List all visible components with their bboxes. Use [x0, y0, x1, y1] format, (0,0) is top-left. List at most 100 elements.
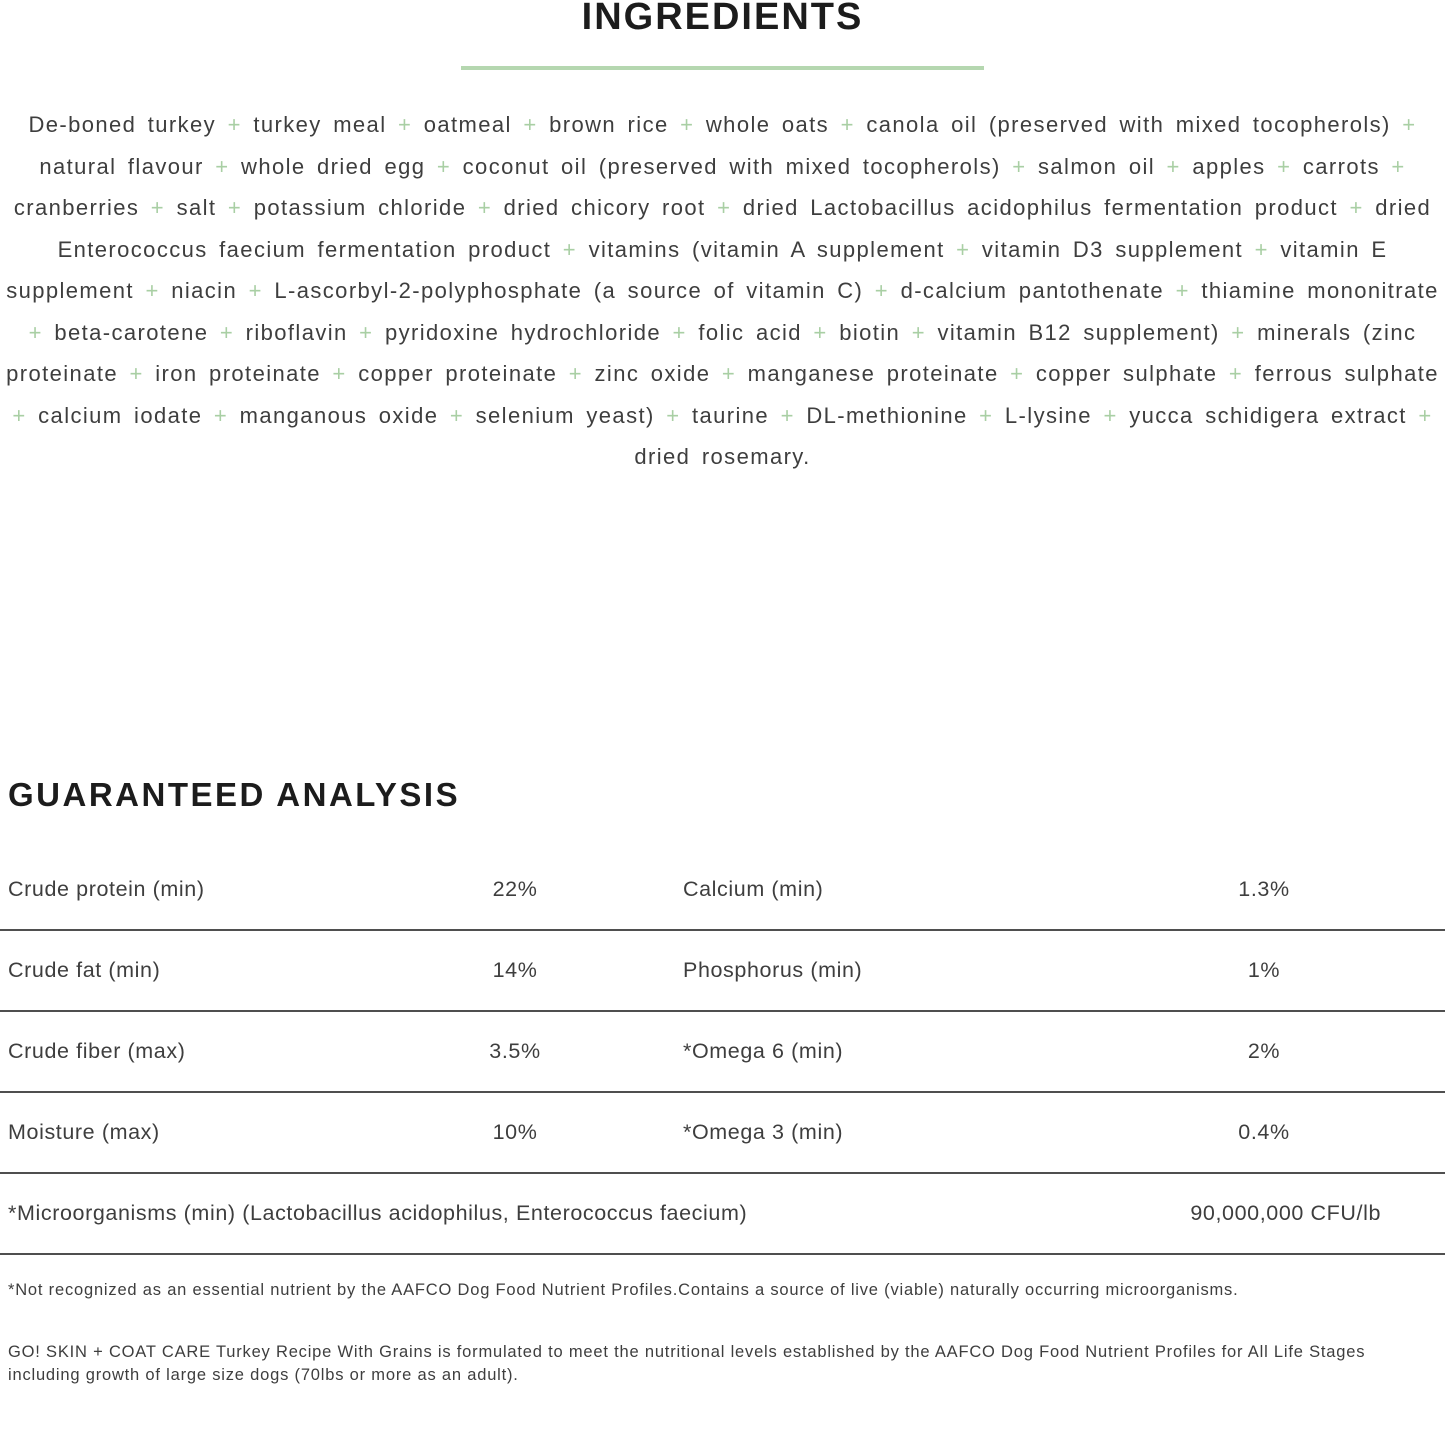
ingredient-item: beta-carotene [54, 319, 209, 345]
plus-icon: + [237, 278, 275, 303]
plus-icon: + [216, 112, 254, 137]
plus-icon: + [998, 361, 1036, 386]
ingredient-item: vitamin D3 supplement [981, 236, 1244, 262]
ingredient-item: oatmeal [423, 112, 512, 137]
ingredient-item: turkey meal [253, 112, 387, 137]
plus-icon: + [202, 402, 240, 428]
plus-icon: + [944, 236, 982, 262]
plus-icon: + [203, 153, 242, 179]
nutrient-label-left: Crude protein (min) [8, 876, 205, 901]
ingredient-item: carrots [1302, 153, 1380, 179]
ingredient-item: niacin [171, 278, 238, 303]
plus-icon: + [1091, 402, 1130, 428]
nutrient-value-left: 22% [492, 876, 538, 901]
guaranteed-analysis-title: GUARANTEED ANALYSIS [8, 775, 461, 813]
microorganisms-row: *Microorganisms (min) (Lactobacillus aci… [0, 1174, 1445, 1255]
ingredient-item: dried rosemary. [634, 444, 811, 469]
analysis-table-row: Moisture (max) 10% *Omega 3 (min) 0.4% [0, 1093, 1445, 1174]
nutrient-label-right: Phosphorus (min) [683, 957, 863, 982]
plus-icon: + [386, 112, 424, 137]
ingredient-item: L-lysine [1004, 402, 1092, 428]
ingredient-item: minerals (zinc proteinate [6, 319, 1417, 387]
ingredient-item: salt [176, 195, 217, 220]
plus-icon: + [900, 319, 938, 345]
ingredient-item: calcium iodate [38, 402, 203, 428]
plus-icon: + [425, 153, 463, 179]
analysis-table-row: Crude fiber (max) 3.5% *Omega 6 (min) 2% [0, 1012, 1445, 1093]
ingredient-item: ferrous sulphate [1254, 361, 1439, 386]
plus-icon: + [117, 361, 156, 386]
plus-icon: + [1155, 153, 1193, 179]
plus-icon: + [1265, 153, 1303, 179]
plus-icon: + [661, 319, 699, 345]
ingredient-item: whole oats [705, 112, 830, 137]
ingredient-item: d-calcium pantothenate [900, 278, 1165, 303]
nutrient-value-right: 2% [1247, 1038, 1281, 1063]
plus-icon: + [1337, 195, 1376, 220]
ingredient-item: DL-methionine [806, 402, 968, 428]
ingredient-item: taurine [692, 402, 770, 428]
plus-icon: + [1379, 153, 1406, 179]
plus-icon: + [28, 319, 55, 345]
nutrient-label-left: Moisture (max) [8, 1119, 160, 1144]
ingredient-item: manganous oxide [239, 402, 439, 428]
ingredient-item: copper sulphate [1035, 361, 1218, 386]
nutrient-value-left: 10% [492, 1119, 538, 1144]
plus-icon: + [769, 402, 807, 428]
plus-icon: + [208, 319, 246, 345]
microorganisms-label: *Microorganisms (min) (Lactobacillus aci… [8, 1200, 748, 1225]
nutrient-label-right: Calcium (min) [683, 876, 824, 901]
plus-icon: + [668, 112, 706, 137]
nutrient-label-right: *Omega 6 (min) [683, 1038, 844, 1063]
ingredient-item: brown rice [549, 112, 669, 137]
ingredient-item: canola oil (preserved with mixed tocophe… [866, 112, 1391, 137]
green-divider-rule [461, 66, 984, 70]
ingredient-item: yucca schidigera extract [1129, 402, 1407, 428]
plus-icon: + [829, 112, 867, 137]
plus-icon: + [12, 402, 39, 428]
plus-icon: + [133, 278, 172, 303]
ingredient-item: biotin [839, 319, 901, 345]
microorganisms-value: 90,000,000 CFU/lb [1190, 1200, 1381, 1225]
plus-icon: + [139, 195, 177, 220]
ingredient-item: thiamine mononitrate [1201, 278, 1439, 303]
ingredient-item: coconut oil (preserved with mixed tocoph… [462, 153, 1001, 179]
plus-icon: + [466, 195, 504, 220]
ingredient-item: vitamin B12 supplement) [937, 319, 1220, 345]
plus-icon: + [710, 361, 748, 386]
ingredient-item: apples [1192, 153, 1266, 179]
ingredient-item: folic acid [698, 319, 802, 345]
plus-icon: + [1164, 278, 1202, 303]
nutrient-label-right: *Omega 3 (min) [683, 1119, 844, 1144]
guaranteed-analysis-rows: Crude protein (min) 22% Calcium (min) 1.3% C… [0, 850, 1445, 1174]
ingredient-item: natural flavour [39, 153, 204, 179]
nutrient-label-left: Crude fiber (max) [8, 1038, 186, 1063]
ingredient-item: riboflavin [245, 319, 348, 345]
formulation-statement: GO! SKIN + COAT CARE Turkey Recipe With … [8, 1342, 1366, 1384]
ingredient-item: iron proteinate [155, 361, 321, 386]
nutrient-value-right: 1% [1247, 957, 1281, 982]
ingredient-item: L-ascorbyl-2-polyphosphate (a source of … [274, 278, 864, 303]
ingredients-title: INGREDIENTS [581, 0, 864, 38]
plus-icon: + [1243, 236, 1281, 262]
analysis-table-row: Crude fat (min) 14% Phosphorus (min) 1% [0, 931, 1445, 1012]
ingredient-item: potassium chloride [253, 195, 467, 220]
plus-icon: + [1217, 361, 1255, 386]
nutrient-value-right: 1.3% [1238, 876, 1290, 901]
ingredient-item: salmon oil [1038, 153, 1156, 179]
plus-icon: + [705, 195, 743, 220]
plus-icon: + [1000, 153, 1038, 179]
ingredient-item: dried chicory root [503, 195, 706, 220]
guaranteed-analysis-table: Crude protein (min) 22% Calcium (min) 1.3% C… [0, 850, 1445, 1255]
nutrient-value-left: 3.5% [489, 1038, 541, 1063]
nutrient-value-right: 0.4% [1238, 1119, 1290, 1144]
plus-icon: + [654, 402, 692, 428]
plus-icon: + [347, 319, 385, 345]
aafco-footnote: *Not recognized as an essential nutrient… [8, 1280, 1239, 1299]
plus-icon: + [801, 319, 840, 345]
plus-icon: + [320, 361, 359, 386]
ingredient-item: selenium yeast) [475, 402, 655, 428]
ingredient-item: zinc oxide [594, 361, 711, 386]
ingredient-item: manganese proteinate [747, 361, 999, 386]
